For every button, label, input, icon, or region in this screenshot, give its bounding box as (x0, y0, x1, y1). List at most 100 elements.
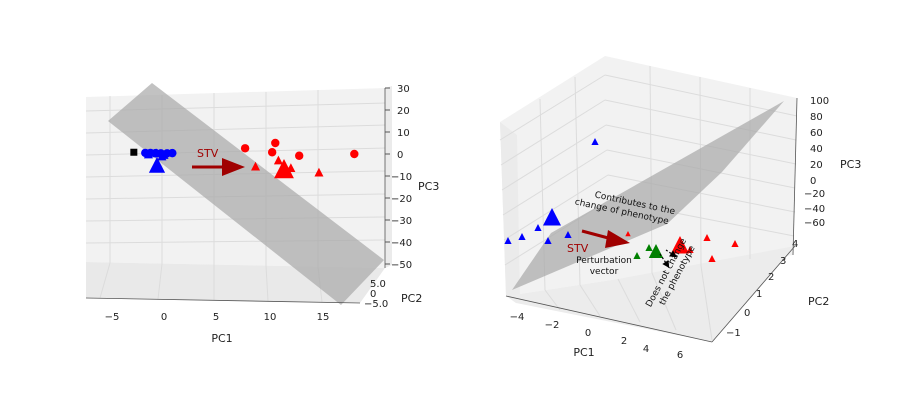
left-z-tick-label: 10 (397, 128, 410, 139)
perturbation-line1: Perturbation (576, 256, 632, 266)
right-z-tick-label: 100 (810, 96, 829, 107)
left-stv-arrow-head (222, 158, 245, 176)
right-z-tick-label: 40 (810, 144, 823, 155)
right-x-axis-line (505, 295, 713, 343)
right-y-tick-label: 2 (768, 272, 774, 283)
data-point-triangle (251, 161, 261, 171)
left-z-axis-label: PC3 (418, 180, 439, 193)
right-z-tick-label: 20 (810, 160, 823, 171)
left-stv-label: STV (197, 147, 219, 160)
right-z-tick-label: −60 (804, 218, 825, 229)
perturbation-vector-arrow (659, 253, 670, 268)
right-y-tick-label: 0 (744, 308, 750, 319)
right-x-tick-label: −2 (545, 320, 560, 331)
left-y-tick-label: 5.0 (370, 279, 386, 290)
right-z-axis-label: PC3 (840, 158, 861, 171)
left-x-tick-label: 0 (161, 312, 167, 323)
left-z-tick-label: −40 (391, 238, 412, 249)
right-z-tick-label: 0 (810, 176, 816, 187)
left-x-tick-label: 15 (317, 312, 330, 323)
left-x-axis-line (85, 297, 361, 304)
right-data-marks (504, 138, 739, 262)
data-point-square (130, 148, 138, 156)
data-point-circle (168, 148, 177, 158)
perturbation-vector-arrow (665, 249, 677, 258)
right-floor-pane (506, 246, 795, 342)
left-z-ticks: 30 20 10 0 −10 −20 −30 −40 −50 (385, 84, 412, 271)
centroid-triangle (648, 244, 664, 258)
right-separating-plane (512, 101, 784, 290)
data-point-triangle (152, 148, 162, 158)
right-stv-label: STV (567, 242, 589, 255)
right-perturbation-annotation: Perturbation vector (576, 256, 632, 277)
right-z-ticks: 100 80 60 40 20 0 −20 −40 −60 (804, 96, 829, 229)
centroid-triangle (274, 159, 294, 179)
data-point-triangle (645, 244, 653, 251)
left-x-ticks: −5 0 5 10 15 (105, 312, 330, 323)
left-y-axis-label: PC2 (401, 292, 422, 305)
data-point-triangle (518, 233, 526, 240)
left-y-tick-label: −5.0 (364, 299, 388, 310)
right-z-tick-label: 60 (810, 128, 823, 139)
left-x-axis-label: PC1 (211, 332, 232, 345)
left-z-tick-label: −50 (391, 260, 412, 271)
right-y-tick-label: −1 (726, 328, 741, 339)
data-point-triangle (314, 167, 324, 177)
right-y-tick-label: 3 (780, 256, 786, 267)
left-data-marks (130, 138, 359, 179)
right-x-tick-label: 6 (677, 350, 683, 361)
data-point-circle (295, 151, 304, 160)
left-chart: 30 20 10 0 −10 −20 −30 −40 −50 PC3 5.0 0… (85, 83, 439, 345)
data-point-triangle (544, 237, 552, 244)
data-point-triangle (273, 155, 283, 165)
right-y-ticks: 4 3 2 1 0 −1 (726, 239, 798, 339)
data-point-triangle (633, 252, 641, 259)
right-x-ticks: −4 −2 0 2 4 6 (510, 312, 684, 361)
data-point-triangle (564, 231, 572, 238)
data-point-triangle (591, 138, 599, 145)
centroid-triangle (148, 157, 166, 173)
left-separating-plane (108, 83, 384, 305)
left-z-tick-label: −30 (391, 216, 412, 227)
data-point-triangle (534, 224, 542, 231)
centroid-triangle (671, 236, 689, 254)
data-point-triangle (731, 240, 739, 247)
left-x-tick-label: 5 (213, 312, 219, 323)
data-point-triangle (708, 255, 716, 262)
left-x-tick-label: −5 (105, 312, 120, 323)
right-z-axis-line (792, 97, 798, 256)
data-point-circle (267, 148, 277, 157)
right-x-tick-label: 4 (643, 344, 649, 355)
right-x-tick-label: 0 (585, 328, 591, 339)
right-z-tick-label: −40 (804, 204, 825, 215)
perturbation-line2: vector (590, 267, 619, 277)
right-z-tick-label: −20 (804, 189, 825, 200)
right-x-tick-label: −4 (510, 312, 525, 323)
data-point-triangle (625, 231, 631, 237)
right-y-tick-label: 4 (792, 239, 798, 250)
data-point-triangle (504, 237, 512, 244)
left-y-ticks: 5.0 0 −5.0 (364, 279, 388, 310)
data-point-triangle (703, 234, 711, 241)
left-z-tick-label: −10 (391, 172, 412, 183)
right-y-axis-line (711, 245, 796, 343)
right-x-tick-label: 2 (621, 336, 627, 347)
left-x-tick-label: 10 (264, 312, 277, 323)
right-z-tick-label: 80 (810, 112, 823, 123)
right-y-axis-label: PC2 (808, 295, 829, 308)
data-point-circle (271, 138, 280, 148)
centroid-triangle (543, 208, 561, 226)
right-y-tick-label: 1 (756, 289, 762, 300)
right-chart: 100 80 60 40 20 0 −20 −40 −60 PC3 4 3 2 … (499, 56, 861, 361)
data-point-triangle (157, 151, 167, 161)
left-z-tick-label: 20 (397, 106, 410, 117)
left-y-tick-label: 0 (370, 289, 376, 300)
right-stv-arrow-head (605, 230, 630, 248)
data-point-circle (350, 149, 359, 159)
data-point-triangle (686, 246, 694, 253)
data-point-circle (240, 144, 250, 153)
data-point-triangle (143, 149, 153, 159)
right-x-axis-label: PC1 (573, 346, 594, 359)
left-z-tick-label: 30 (397, 84, 410, 95)
